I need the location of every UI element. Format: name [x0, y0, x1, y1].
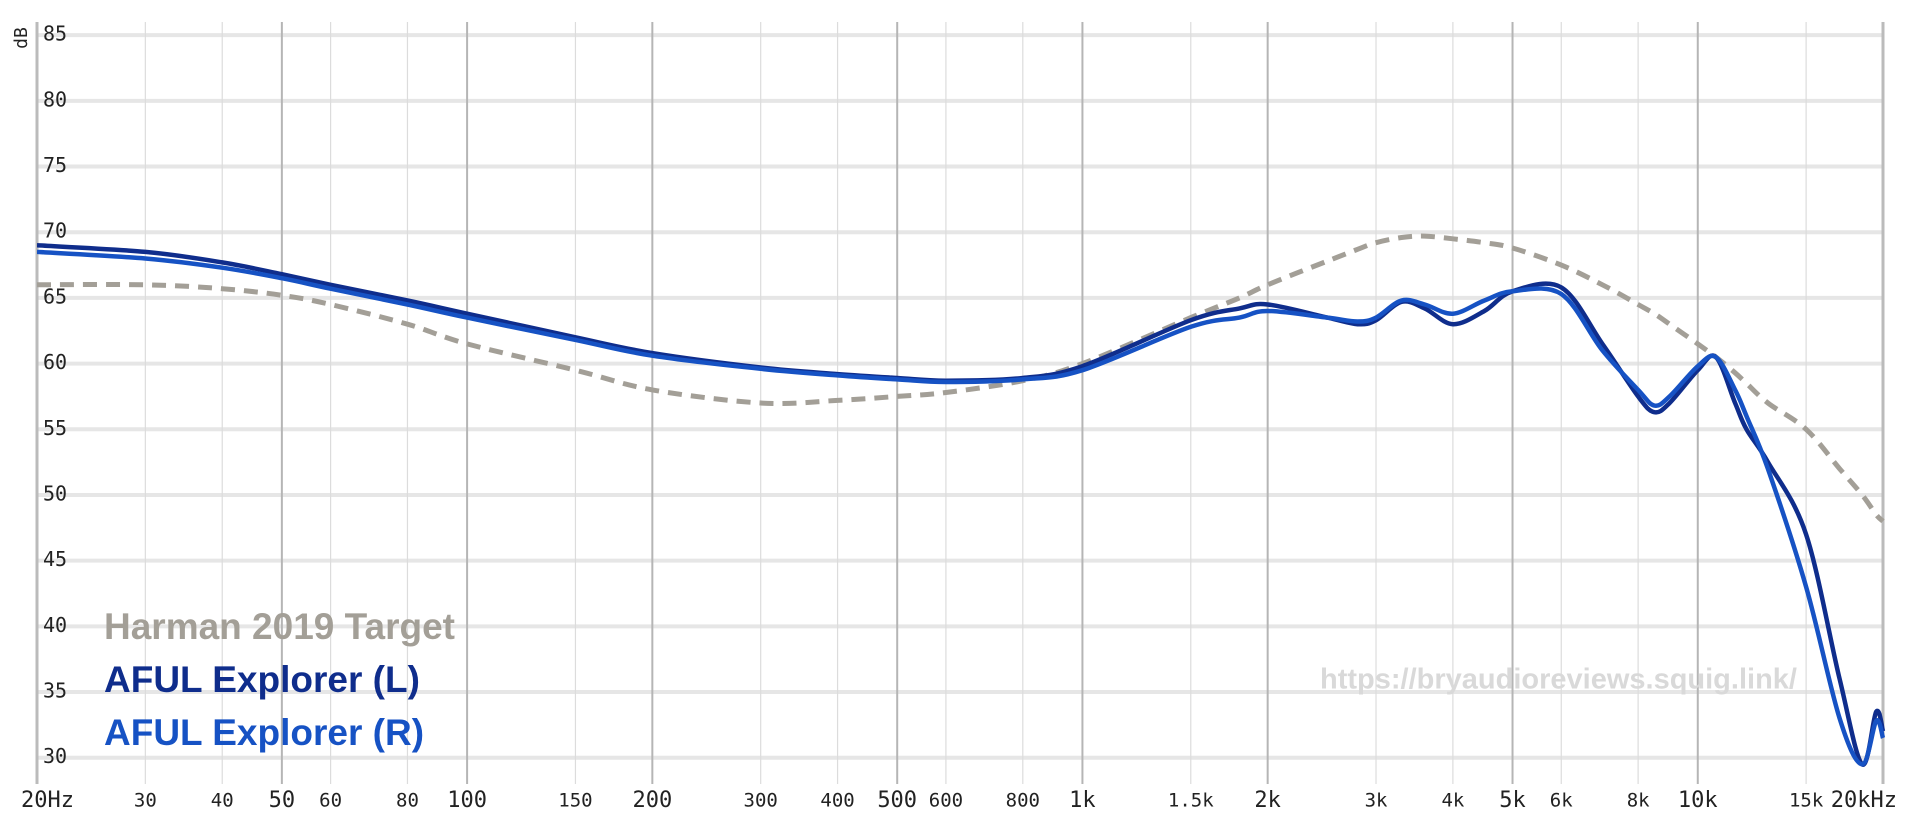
x-tick-label: 300 — [744, 790, 778, 812]
x-tick-label: 1.5k — [1168, 790, 1214, 812]
y-tick-label: 35 — [43, 679, 67, 703]
x-tick-label: 20kHz — [1831, 788, 1897, 813]
x-tick-label: 100 — [447, 788, 487, 813]
x-tick-label: 4k — [1441, 790, 1464, 812]
y-axis-label: dB — [11, 27, 32, 49]
legend-entry: AFUL Explorer (L) — [104, 659, 420, 700]
x-tick-label: 800 — [1006, 790, 1040, 812]
x-tick-label: 8k — [1627, 790, 1650, 812]
legend-entry: Harman 2019 Target — [104, 606, 455, 647]
y-tick-label: 80 — [43, 87, 67, 111]
x-tick-label: 80 — [396, 790, 419, 812]
x-tick-label: 10k — [1678, 788, 1718, 813]
watermark: https://bryaudioreviews.squig.link/ — [1320, 664, 1797, 696]
x-tick-label: 150 — [558, 790, 592, 812]
x-tick-label: 2k — [1254, 788, 1281, 813]
y-tick-label: 60 — [43, 350, 67, 374]
y-tick-label: 30 — [43, 744, 67, 768]
x-tick-label: 50 — [269, 788, 296, 813]
series-line — [37, 233, 1885, 524]
x-tick-label: 5k — [1499, 788, 1526, 813]
x-tick-label: 500 — [877, 788, 917, 813]
x-tick-label: 60 — [319, 790, 342, 812]
x-tick-label: 20Hz — [21, 788, 74, 813]
x-tick-label: 30 — [134, 790, 157, 812]
y-tick-label: 40 — [43, 613, 67, 637]
legend-entry: AFUL Explorer (R) — [104, 712, 424, 753]
x-tick-label: 40 — [211, 790, 234, 812]
x-tick-label: 3k — [1365, 790, 1388, 812]
series-line — [37, 249, 1886, 767]
x-tick-label: 6k — [1550, 790, 1573, 812]
x-tick-label: 400 — [820, 790, 854, 812]
y-tick-label: 85 — [43, 22, 67, 46]
x-tick-label: 600 — [929, 790, 963, 812]
y-tick-label: 65 — [43, 284, 67, 308]
series-line — [37, 243, 1886, 767]
y-tick-label: 55 — [43, 416, 67, 440]
x-tick-label: 200 — [632, 788, 672, 813]
y-tick-label: 50 — [43, 481, 67, 505]
y-tick-label: 70 — [43, 219, 67, 243]
y-tick-label: 45 — [43, 547, 67, 571]
y-tick-label: 75 — [43, 153, 67, 177]
x-tick-label: 1k — [1069, 788, 1096, 813]
x-tick-label: 15k — [1789, 790, 1824, 812]
